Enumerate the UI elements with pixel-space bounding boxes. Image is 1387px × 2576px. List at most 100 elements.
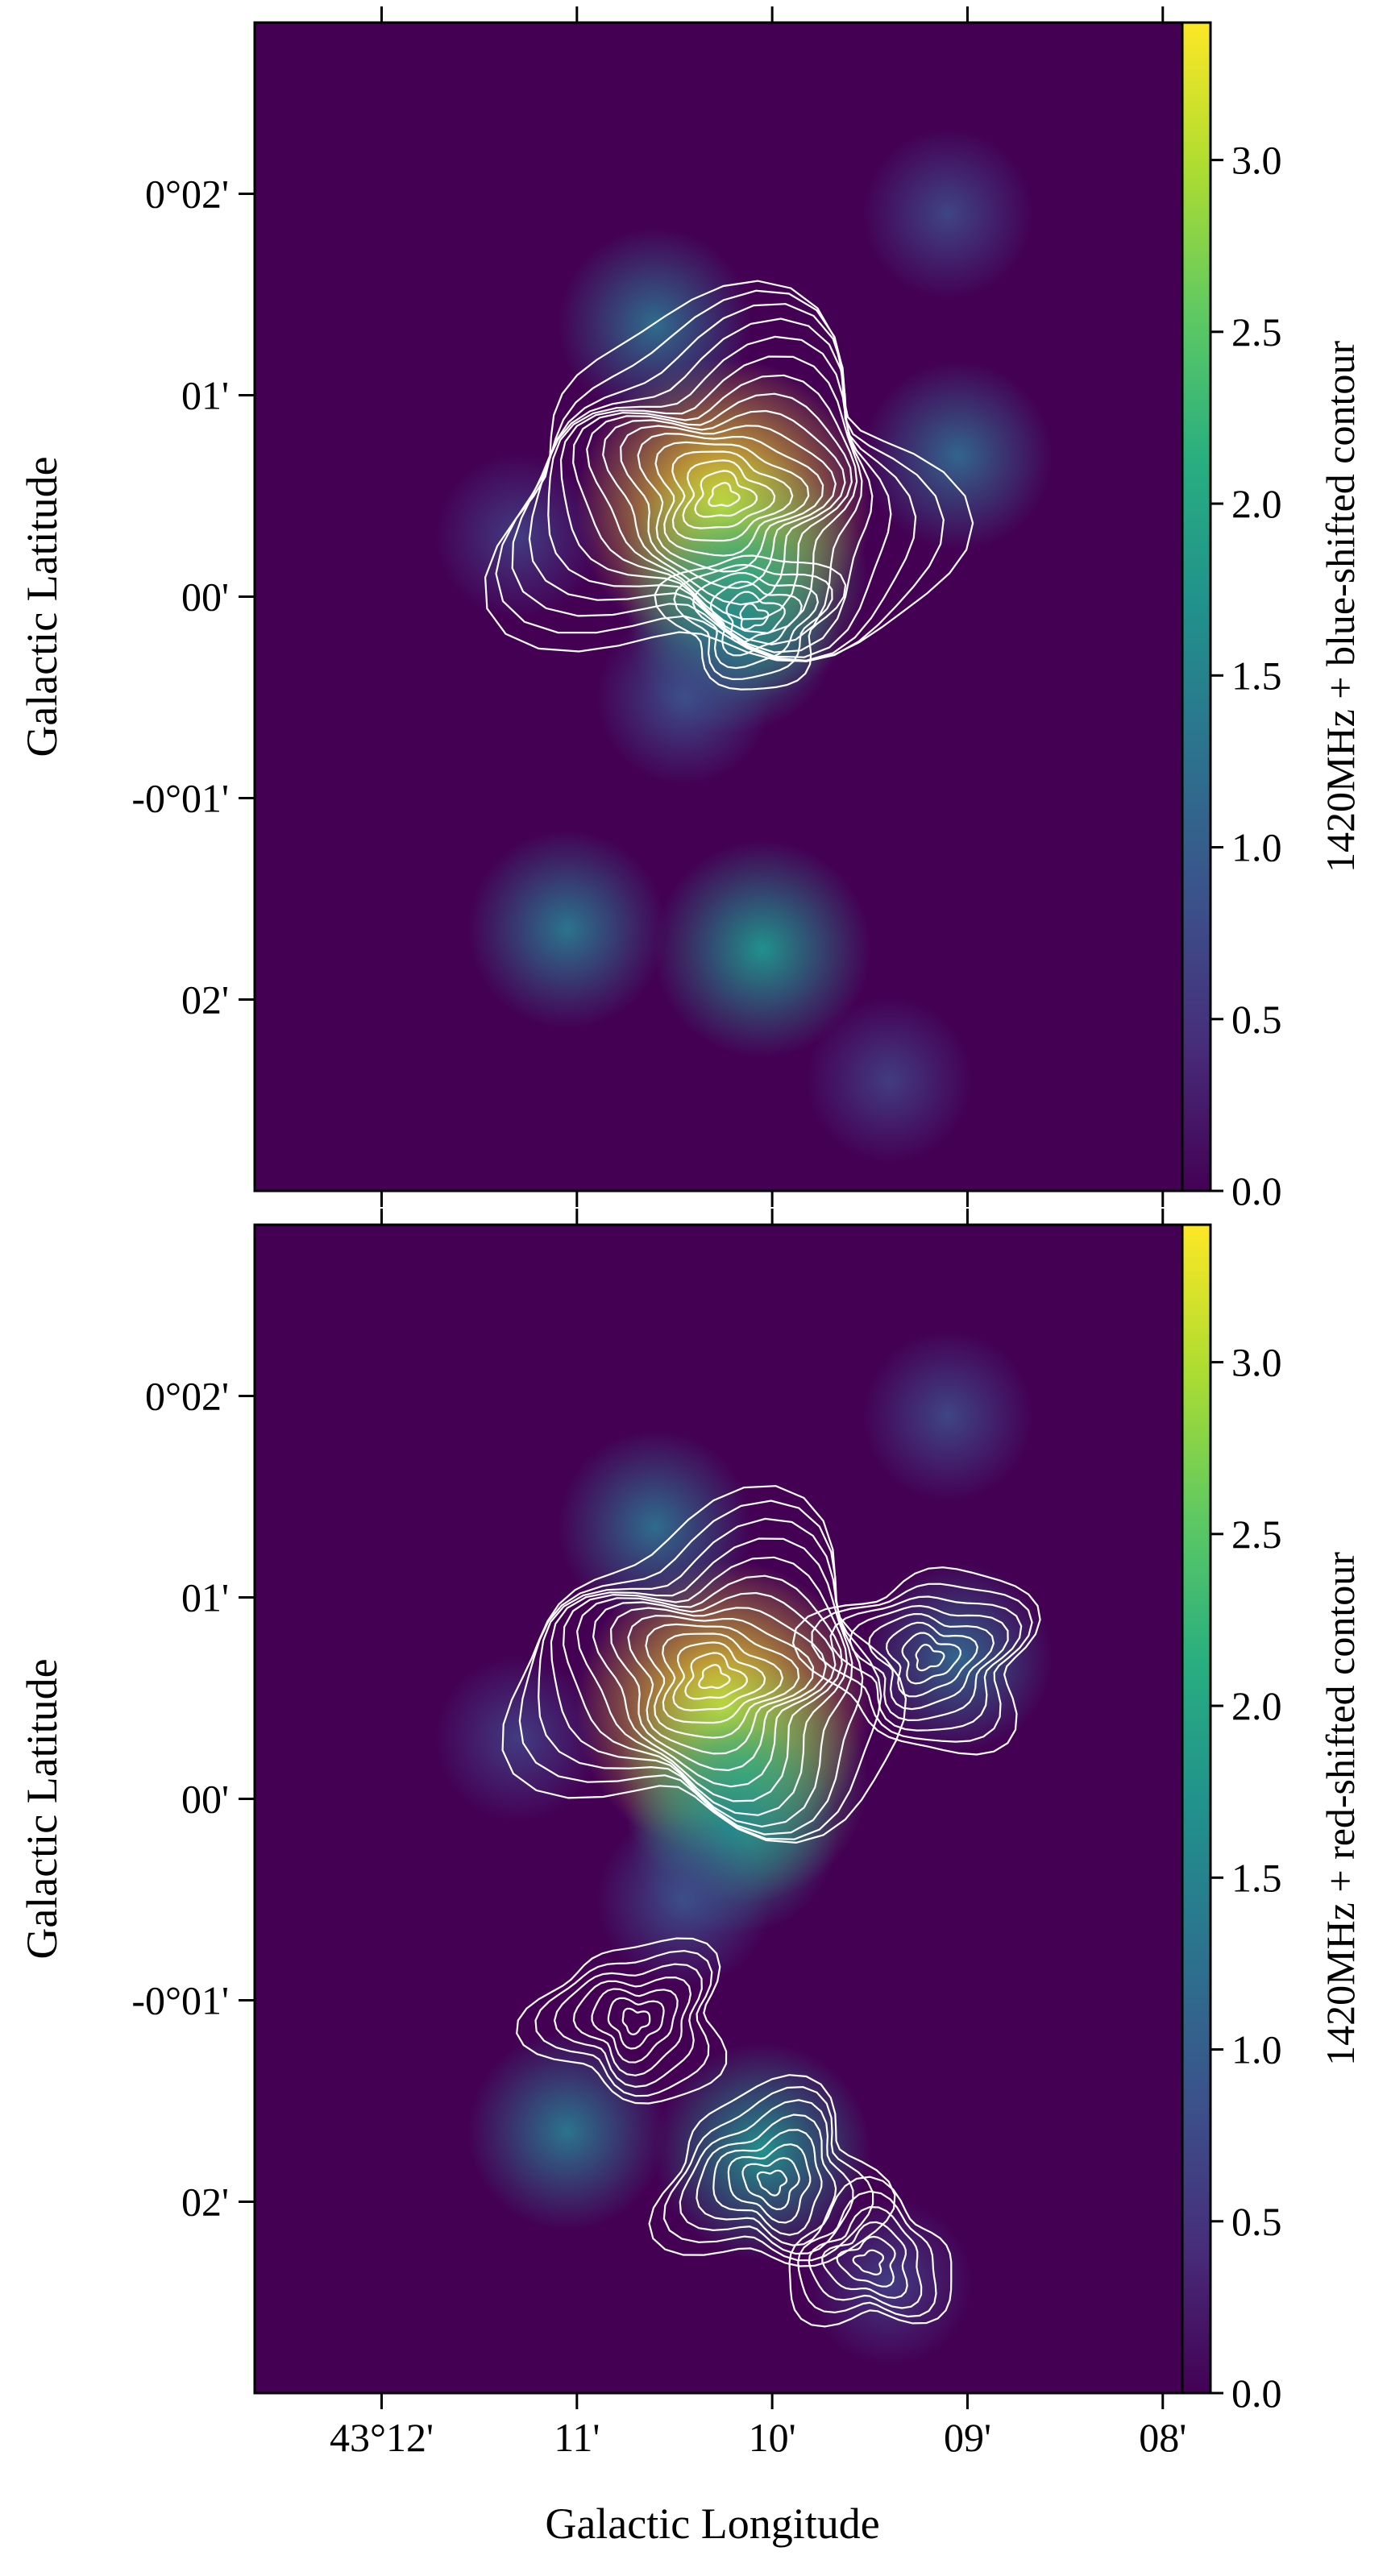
- bottom-contour-line: [562, 1556, 849, 1816]
- bottom-contour-line: [741, 2157, 800, 2211]
- bottom-emission-peak: [863, 1331, 1033, 1501]
- bottom-contour-line: [627, 1615, 815, 1755]
- bottom-emission-peak: [863, 1563, 1053, 1753]
- bottom-y-tick-label: 01': [181, 1575, 229, 1620]
- top-emission-peak: [468, 830, 667, 1028]
- bottom-contour-line: [868, 1612, 995, 1711]
- bottom-panel: 43°12' 11' 10' 09' 08' 0°02'01'00'-0°01'02' …: [18, 1209, 1363, 2548]
- top-y-axis-title: Galactic Latitude: [18, 456, 66, 757]
- bottom-colorbar-gradient: [1181, 1223, 1212, 2395]
- top-contour-line: [637, 433, 824, 573]
- top-contour-line: [528, 317, 892, 658]
- top-contour-line: [654, 441, 810, 557]
- bottom-contour-line: [849, 1604, 1009, 1722]
- top-emission-peak: [863, 129, 1033, 299]
- bottom-colorbar-tick-label: 1.0: [1231, 2027, 1282, 2072]
- top-colorbar-tick-label: 2.5: [1231, 309, 1282, 355]
- top-colorbar-label: 1420MHz + blue-shifted contour: [1318, 341, 1363, 873]
- top-contour-line: [602, 409, 846, 606]
- top-contour-line: [708, 482, 741, 508]
- bottom-emission-peak: [807, 2200, 972, 2365]
- top-contour-line: [559, 355, 863, 646]
- bottom-contour-line: [516, 1937, 728, 2105]
- bottom-colorbar-tick-label: 0.5: [1231, 2199, 1282, 2244]
- bottom-contour-line: [788, 2176, 953, 2328]
- bottom-contour-line: [572, 1976, 692, 2076]
- bottom-contour-line: [852, 2249, 885, 2276]
- top-contour-line: [671, 450, 794, 542]
- bottom-x-tick-label: 10': [749, 2415, 796, 2460]
- top-colorbar-tick-label: 0.5: [1231, 997, 1282, 1042]
- top-colorbar-tick-label: 3.0: [1231, 138, 1282, 183]
- top-contour-line: [682, 459, 776, 529]
- bottom-contour-line: [648, 2074, 896, 2267]
- top-colorbar-ticks: 0.0 0.5 1.0 1.5 2.0 2.5 3.0: [1211, 138, 1282, 1213]
- bottom-contour-line: [553, 1963, 703, 2089]
- top-x-ticks: [380, 6, 1165, 1207]
- bottom-x-tick-label: 09': [944, 2415, 991, 2460]
- bottom-contour-line: [712, 2129, 823, 2236]
- bottom-y-axis-title: Galactic Latitude: [18, 1658, 66, 1959]
- top-y-tick-label: 0°02': [145, 172, 229, 217]
- bottom-contour-line: [662, 2085, 874, 2262]
- top-emission-peak: [435, 454, 601, 619]
- bottom-contour-line: [609, 1607, 827, 1772]
- top-contour-line: [694, 470, 758, 518]
- top-colorbar-tick-label: 0.0: [1231, 1168, 1282, 1213]
- bottom-colorbar-tick-label: 1.5: [1231, 1855, 1282, 1900]
- bottom-x-ticks: 43°12' 11' 10' 09' 08': [330, 1209, 1186, 2460]
- bottom-contour-line: [679, 2099, 854, 2255]
- bottom-contour-line: [808, 2205, 923, 2309]
- bottom-contour-line: [662, 1632, 784, 1724]
- top-colorbar-gradient: [1181, 21, 1212, 1193]
- bottom-contour-line: [901, 1632, 961, 1685]
- top-contour-line: [725, 591, 786, 644]
- bottom-contour-line: [797, 2190, 937, 2318]
- bottom-colorbar-ticks: 0.0 0.5 1.0 1.5 2.0 2.5 3.0: [1211, 1340, 1282, 2416]
- bottom-emission-peak: [468, 2032, 667, 2230]
- bottom-contour-line: [791, 1566, 1041, 1756]
- bottom-colorbar-tick-label: 2.5: [1231, 1512, 1282, 1557]
- top-emission-peak: [863, 361, 1053, 550]
- top-contour-line: [673, 563, 833, 681]
- bottom-contour-line: [645, 1623, 800, 1739]
- bottom-emission-peak: [597, 1812, 772, 1987]
- top-contour-line: [484, 280, 974, 662]
- top-contour-line: [572, 374, 858, 634]
- bottom-contour-line: [592, 1591, 837, 1788]
- top-emission-peak: [654, 840, 871, 1058]
- top-emission-peak: [597, 610, 772, 785]
- bottom-contour-line: [727, 2143, 812, 2224]
- bottom-contour-line: [621, 2007, 651, 2036]
- bottom-y-tick-label: 00': [181, 1777, 229, 1822]
- bottom-contour-line: [696, 2113, 837, 2246]
- bottom-colorbar-tick-label: 2.0: [1231, 1683, 1282, 1728]
- top-colorbar-tick-label: 1.5: [1231, 653, 1282, 698]
- top-emission-peak: [559, 228, 752, 421]
- bottom-contour-line: [698, 1664, 731, 1690]
- bottom-contour-line: [811, 1583, 1033, 1743]
- bottom-contour-line: [534, 1949, 713, 2097]
- top-y-tick-label: 00': [181, 575, 229, 620]
- bottom-x-tick-label: 43°12': [330, 2415, 434, 2460]
- bottom-contour-line: [575, 1574, 843, 1802]
- bottom-contours: [501, 1485, 1041, 2328]
- bottom-emission-peak: [654, 2043, 871, 2260]
- top-panel: 0°02' 01' 00' -0°01' 02' Galactic Latitude 0…: [18, 6, 1363, 1213]
- bottom-contour-line: [501, 1485, 907, 1844]
- bottom-contour-line: [684, 1652, 748, 1700]
- bottom-y-tick-label: -0°01': [131, 1978, 229, 2023]
- bottom-contour-line: [518, 1500, 882, 1840]
- bottom-x-tick-label: 08': [1139, 2415, 1186, 2460]
- bottom-contour-line: [538, 1517, 864, 1836]
- bottom-x-tick-label: 11': [554, 2415, 600, 2460]
- bottom-contour-line: [591, 1988, 679, 2064]
- bottom-contour-line: [756, 2169, 788, 2196]
- bottom-colorbar-tick-label: 0.0: [1231, 2371, 1282, 2416]
- top-contours: [484, 280, 974, 691]
- top-contour-line: [586, 392, 853, 620]
- top-contour-line: [547, 335, 874, 653]
- top-contour-line: [691, 571, 819, 670]
- top-heatmap: [255, 23, 1182, 1191]
- bottom-contour-line: [915, 1644, 945, 1672]
